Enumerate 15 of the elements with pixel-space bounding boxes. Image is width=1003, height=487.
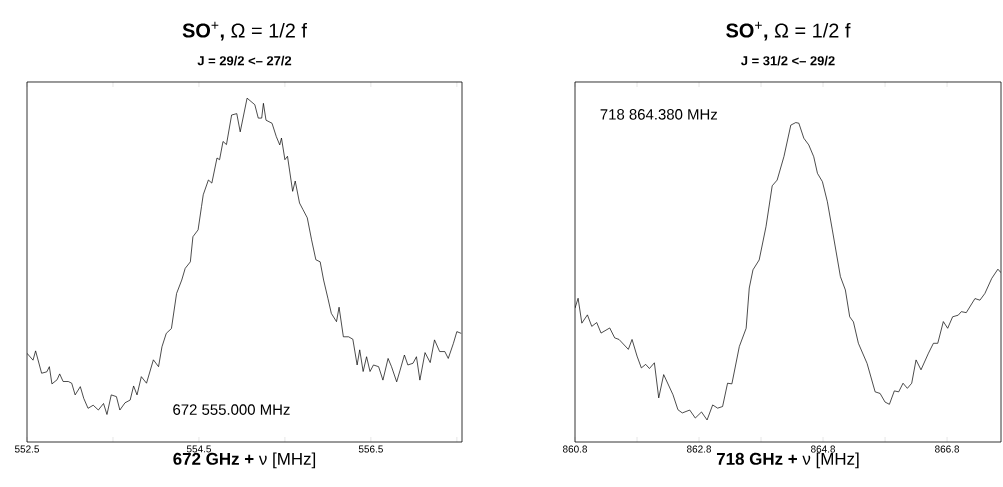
- x-tick-label: 862.8: [687, 445, 712, 453]
- text: 718 864.380 MHz: [600, 109, 718, 120]
- x-axis-title: 718 GHz + ν [MHz]: [716, 452, 859, 469]
- x-tick-label: 556.5: [358, 445, 383, 453]
- chart-title: SO$^{+}$, Ω = 1/2 f: [726, 21, 851, 41]
- x-tick-label: 866.8: [935, 445, 960, 453]
- annotation: 672 555.000 MHz: [173, 404, 290, 415]
- x-tick-label: 864.8: [811, 445, 836, 453]
- x-tick-label: 860.8: [562, 445, 588, 453]
- chart-subtitle: J = 29/2 <– 27/2: [197, 55, 292, 66]
- x-axis-title: 672 GHz + ν [MHz]: [173, 452, 316, 469]
- x-tick-label: 554.5: [186, 445, 211, 453]
- chart-title: SO$^{+}$, Ω = 1/2 f: [182, 21, 307, 41]
- x-tick-label: 552.5: [14, 445, 40, 453]
- chart-subtitle: J = 31/2 <– 29/2: [741, 55, 835, 66]
